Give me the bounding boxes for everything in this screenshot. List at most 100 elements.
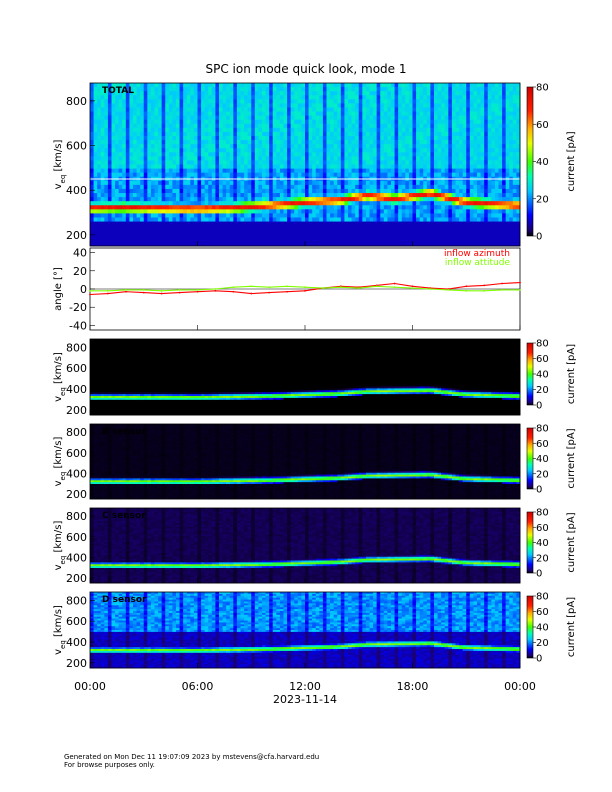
x-date-label: 2023-11-14 <box>273 693 337 706</box>
panel-label-3: B sensor <box>102 427 146 437</box>
heatmap-2 <box>90 339 520 415</box>
ytick-label-5: 400 <box>66 636 87 649</box>
series-point-0 <box>179 292 181 294</box>
series-point-0 <box>197 291 199 293</box>
angle-ylabel: angle [°] <box>53 267 64 311</box>
xtick-label: 06:00 <box>182 680 214 693</box>
figure-title: SPC ion mode quick look, mode 1 <box>206 62 407 76</box>
ytick-label-2: 200 <box>66 404 87 417</box>
colorbar-3 <box>527 428 533 489</box>
colorbar-tick-label-3: 80 <box>536 424 549 435</box>
colorbar-tick-label-2: 0 <box>536 401 542 412</box>
colorbar-tick-label-4: 80 <box>536 508 549 519</box>
series-point-0 <box>483 284 485 286</box>
angle-ytick-label: 20 <box>73 265 87 278</box>
colorbar-tick-label-4: 20 <box>536 553 549 564</box>
heatmap-3 <box>90 424 520 499</box>
series-point-0 <box>215 290 217 292</box>
series-point-0 <box>125 291 127 293</box>
xtick-label: 00:00 <box>74 680 106 693</box>
ylabel-0: veq [km/s] <box>53 140 67 190</box>
ylabel-4: veq [km/s] <box>53 521 67 571</box>
angle-ytick-label: -40 <box>69 319 87 332</box>
angle-ytick-label: -20 <box>69 301 87 314</box>
colorbar-tick-label-2: 20 <box>536 385 549 396</box>
xtick-label: 00:00 <box>504 680 536 693</box>
series-point-1 <box>286 285 288 287</box>
heatmap-0 <box>90 83 520 246</box>
colorbar-tick-label-3: 20 <box>536 469 549 480</box>
series-point-1 <box>250 285 252 287</box>
series-point-0 <box>107 293 109 295</box>
series-point-1 <box>340 286 342 288</box>
ytick-label-5: 600 <box>66 615 87 628</box>
ytick-label-3: 600 <box>66 447 87 460</box>
colorbar-tick-label-4: 0 <box>536 569 542 580</box>
heatmap-5 <box>90 592 520 668</box>
series-point-0 <box>501 283 503 285</box>
xtick-label: 12:00 <box>289 680 321 693</box>
ylabel-5: veq [km/s] <box>53 605 67 655</box>
series-point-1 <box>161 290 163 292</box>
series-point-1 <box>519 289 521 291</box>
series-point-1 <box>483 290 485 292</box>
legend-entry-1: inflow attitude <box>445 258 511 268</box>
series-point-0 <box>465 285 467 287</box>
ytick-label-0: 600 <box>66 140 87 153</box>
series-point-0 <box>304 290 306 292</box>
colorbar-tick-label-2: 80 <box>536 339 549 350</box>
ytick-label-3: 200 <box>66 488 87 501</box>
panel-label-0: TOTAL <box>102 86 134 96</box>
colorbar-0 <box>527 87 533 236</box>
colorbar-label-0: current [pA] <box>566 131 577 191</box>
series-point-0 <box>143 292 145 294</box>
series-point-0 <box>519 282 521 284</box>
series-point-1 <box>125 289 127 291</box>
series-point-0 <box>250 293 252 295</box>
colorbar-tick-label-5: 20 <box>536 638 549 649</box>
angle-ytick-label: 40 <box>73 247 87 260</box>
series-point-1 <box>197 289 199 291</box>
series-point-1 <box>107 290 109 292</box>
ytick-label-2: 600 <box>66 362 87 375</box>
footer-disclaimer: For browse purposes only. <box>64 761 155 769</box>
series-point-0 <box>89 294 91 296</box>
series-point-1 <box>447 289 449 291</box>
colorbar-tick-label-5: 60 <box>536 607 549 618</box>
series-point-1 <box>232 286 234 288</box>
series-point-1 <box>358 287 360 289</box>
heatmap-4 <box>90 508 520 583</box>
ytick-label-0: 200 <box>66 229 87 242</box>
series-point-0 <box>161 293 163 295</box>
series-point-1 <box>143 289 145 291</box>
ylabel-2: veq [km/s] <box>53 352 67 402</box>
series-point-1 <box>304 286 306 288</box>
footer-generated: Generated on Mon Dec 11 19:07:09 2023 by… <box>64 753 319 761</box>
ytick-label-2: 800 <box>66 341 87 354</box>
colorbar-tick-label-5: 0 <box>536 654 542 665</box>
ytick-label-3: 800 <box>66 426 87 439</box>
series-point-1 <box>501 289 503 291</box>
ytick-label-4: 800 <box>66 510 87 523</box>
colorbar-5 <box>527 596 533 658</box>
colorbar-tick-label-4: 60 <box>536 523 549 534</box>
series-point-1 <box>376 285 378 287</box>
colorbar-tick-label-4: 40 <box>536 538 549 549</box>
panel-label-2: A sensor <box>102 342 147 352</box>
colorbar-label-3: current [pA] <box>566 428 577 488</box>
ytick-label-4: 400 <box>66 551 87 564</box>
colorbar-4 <box>527 512 533 573</box>
ytick-label-4: 600 <box>66 531 87 544</box>
series-point-1 <box>268 286 270 288</box>
series-point-1 <box>430 288 432 290</box>
colorbar-tick-label-3: 40 <box>536 454 549 465</box>
colorbar-tick-label-3: 60 <box>536 439 549 450</box>
colorbar-label-4: current [pA] <box>566 512 577 572</box>
ytick-label-5: 800 <box>66 594 87 607</box>
series-point-1 <box>89 290 91 292</box>
